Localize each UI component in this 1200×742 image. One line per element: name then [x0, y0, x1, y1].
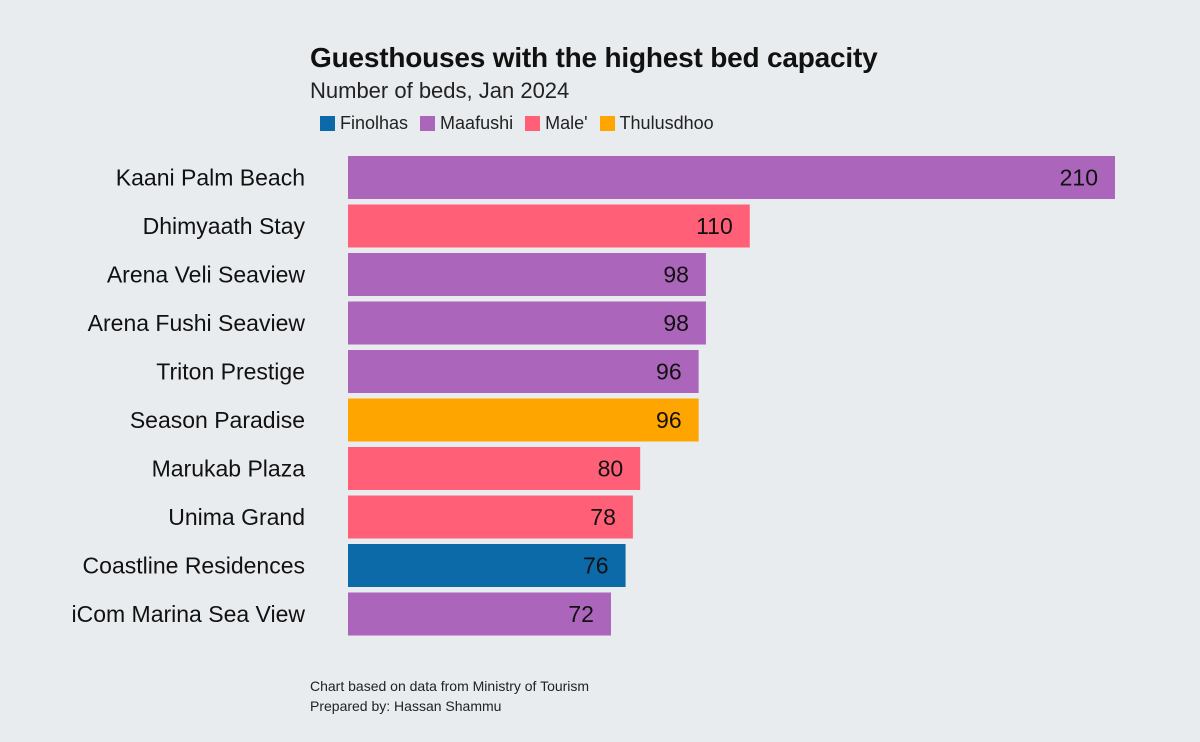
value-label: 76	[583, 553, 609, 579]
legend-swatch	[420, 116, 436, 131]
bar	[348, 204, 750, 248]
credit-note: Prepared by: Hassan Shammu	[310, 698, 502, 714]
legend-label: Maafushi	[440, 113, 514, 133]
category-label: Unima Grand	[168, 504, 305, 530]
category-label: iCom Marina Sea View	[71, 601, 305, 627]
bar	[348, 398, 699, 442]
legend-item: Thulusdhoo	[599, 113, 714, 134]
category-label: Kaani Palm Beach	[116, 165, 305, 191]
category-label: Triton Prestige	[156, 359, 305, 385]
legend: Finolhas Maafushi Male' Thulusdhoo	[320, 113, 726, 134]
value-label: 96	[656, 359, 682, 385]
bar	[348, 447, 641, 490]
value-label: 110	[696, 213, 733, 239]
bar	[348, 495, 633, 539]
legend-label: Thulusdhoo	[619, 113, 714, 133]
bar	[348, 301, 706, 345]
chart-title: Guesthouses with the highest bed capacit…	[310, 42, 878, 73]
legend-label: Finolhas	[340, 113, 409, 133]
category-label: Coastline Residences	[83, 553, 305, 579]
category-label: Arena Veli Seaview	[107, 262, 306, 288]
category-label: Marukab Plaza	[152, 456, 306, 482]
legend-item: Maafushi	[420, 113, 513, 134]
category-label: Season Paradise	[130, 407, 305, 433]
value-label: 72	[568, 601, 594, 627]
value-label: 98	[663, 310, 689, 336]
chart-subtitle: Number of beds, Jan 2024	[310, 78, 570, 103]
legend-item: Finolhas	[320, 113, 408, 134]
value-label: 78	[590, 504, 616, 530]
legend-item: Male'	[525, 113, 588, 134]
legend-swatch	[525, 116, 541, 131]
bar	[348, 592, 611, 636]
value-label: 210	[1060, 165, 1098, 191]
bar	[348, 350, 699, 393]
bar	[348, 156, 1115, 199]
value-label: 80	[598, 456, 624, 482]
bar	[348, 253, 706, 296]
footer: Chart based on data from Ministry of Tou…	[310, 676, 589, 716]
value-label: 96	[656, 407, 682, 433]
category-label: Dhimyaath Stay	[143, 213, 306, 239]
bar	[348, 544, 626, 587]
legend-swatch	[320, 116, 335, 131]
legend-label: Male'	[545, 113, 588, 133]
legend-swatch	[599, 116, 615, 131]
source-note: Chart based on data from Ministry of Tou…	[310, 678, 590, 694]
value-label: 98	[663, 262, 689, 288]
category-label: Arena Fushi Seaview	[88, 310, 306, 336]
